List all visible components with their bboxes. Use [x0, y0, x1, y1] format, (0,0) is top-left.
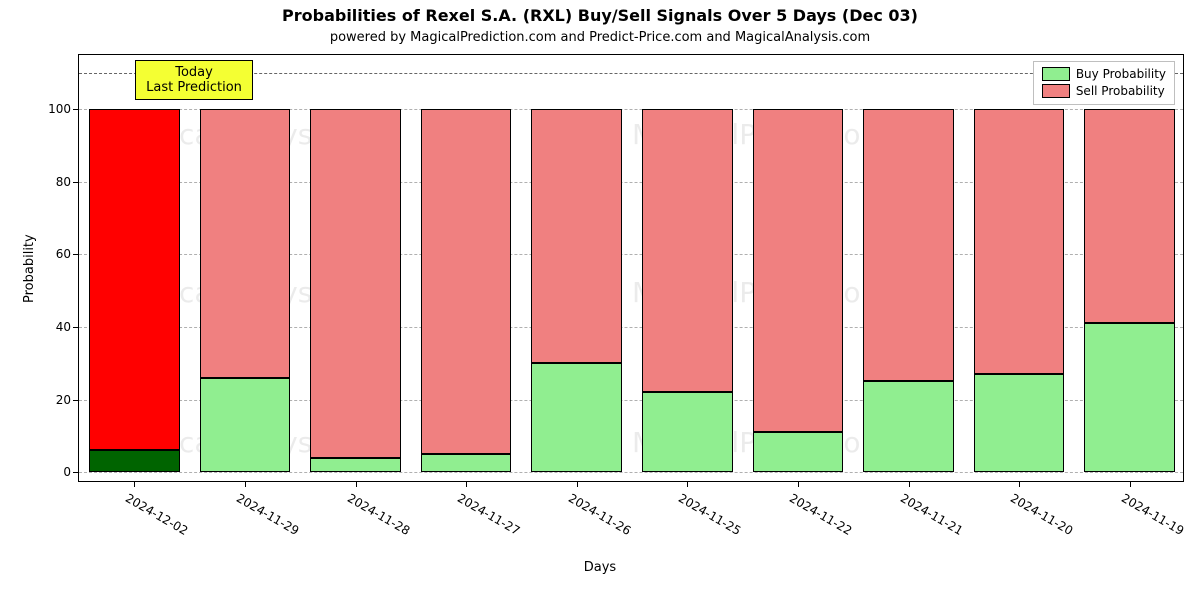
bar-sell	[531, 109, 622, 363]
bar-group	[310, 55, 401, 481]
bar-group	[642, 55, 733, 481]
xtick-label: 2024-12-02	[123, 491, 190, 538]
xtick-mark	[245, 481, 246, 487]
xtick-label: 2024-11-21	[898, 491, 965, 538]
bar-sell	[1084, 109, 1175, 323]
bar-buy	[974, 374, 1065, 472]
bar-buy	[642, 392, 733, 472]
ytick-mark	[73, 327, 79, 328]
bar-buy	[89, 450, 180, 472]
bar-group	[89, 55, 180, 481]
bar-group	[1084, 55, 1175, 481]
bar-buy	[310, 458, 401, 473]
bar-sell	[200, 109, 291, 377]
xtick-label: 2024-11-20	[1008, 491, 1075, 538]
ytick-mark	[73, 109, 79, 110]
xtick-mark	[687, 481, 688, 487]
bar-buy	[863, 381, 954, 472]
bar-buy	[1084, 323, 1175, 472]
bar-group	[421, 55, 512, 481]
bar-sell	[421, 109, 512, 454]
ytick-label: 80	[56, 175, 71, 189]
xtick-label: 2024-11-27	[455, 491, 522, 538]
xtick-mark	[466, 481, 467, 487]
xtick-mark	[798, 481, 799, 487]
ytick-label: 20	[56, 393, 71, 407]
x-axis-label: Days	[0, 560, 1200, 575]
plot-area: MagicalAnalysis.comMagicalPrediction.com…	[78, 54, 1184, 482]
xtick-label: 2024-11-25	[676, 491, 743, 538]
ytick-mark	[73, 400, 79, 401]
bar-buy	[421, 454, 512, 472]
bar-sell	[863, 109, 954, 381]
xtick-label: 2024-11-29	[234, 491, 301, 538]
bar-group	[974, 55, 1065, 481]
bar-sell	[974, 109, 1065, 374]
ytick-mark	[73, 182, 79, 183]
bar-buy	[753, 432, 844, 472]
ytick-label: 40	[56, 320, 71, 334]
xtick-mark	[577, 481, 578, 487]
ytick-mark	[73, 472, 79, 473]
chart-title: Probabilities of Rexel S.A. (RXL) Buy/Se…	[0, 6, 1200, 25]
bar-group	[200, 55, 291, 481]
bar-group	[531, 55, 622, 481]
xtick-mark	[134, 481, 135, 487]
ytick-label: 60	[56, 247, 71, 261]
xtick-label: 2024-11-26	[566, 491, 633, 538]
figure: Probabilities of Rexel S.A. (RXL) Buy/Se…	[0, 0, 1200, 600]
bar-group	[753, 55, 844, 481]
bar-group	[863, 55, 954, 481]
y-axis-label: Probability	[22, 234, 37, 303]
bar-buy	[200, 378, 291, 472]
bar-sell	[310, 109, 401, 457]
bar-sell	[753, 109, 844, 432]
xtick-label: 2024-11-19	[1119, 491, 1186, 538]
xtick-mark	[909, 481, 910, 487]
ytick-label: 100	[48, 102, 71, 116]
xtick-label: 2024-11-28	[345, 491, 412, 538]
ytick-mark	[73, 254, 79, 255]
xtick-label: 2024-11-22	[787, 491, 854, 538]
chart-subtitle: powered by MagicalPrediction.com and Pre…	[0, 30, 1200, 45]
xtick-mark	[356, 481, 357, 487]
ytick-label: 0	[63, 465, 71, 479]
bar-sell	[642, 109, 733, 392]
bar-buy	[531, 363, 622, 472]
xtick-mark	[1130, 481, 1131, 487]
xtick-mark	[1019, 481, 1020, 487]
bar-sell	[89, 109, 180, 450]
